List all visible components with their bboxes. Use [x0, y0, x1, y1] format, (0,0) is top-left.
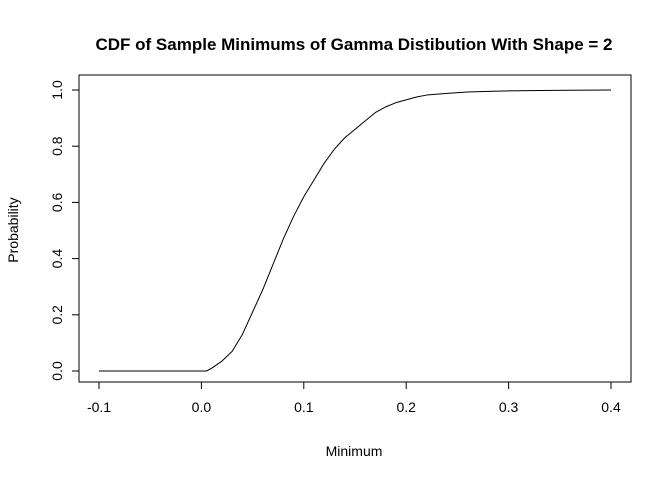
y-tick-label: 0.0 [49, 361, 65, 381]
y-tick-label: 0.4 [49, 249, 65, 269]
y-tick-label: 1.0 [49, 80, 65, 100]
x-tick-label: 0.1 [294, 399, 314, 415]
y-tick-label: 0.6 [49, 192, 65, 212]
y-axis-label: Probability [5, 197, 21, 262]
x-tick-label: 0.0 [192, 399, 212, 415]
series-layer [99, 89, 612, 372]
chart-title: CDF of Sample Minimums of Gamma Distibut… [96, 35, 613, 54]
x-tick-label: -0.1 [87, 399, 111, 415]
plot-frame [78, 74, 632, 383]
y-tick-label: 0.8 [49, 136, 65, 156]
x-axis: -0.1 0.0 0.1 0.2 0.3 0.4 [87, 381, 621, 415]
y-axis: 0.0 0.2 0.4 0.6 0.8 1.0 [49, 80, 80, 381]
x-axis-label: Minimum [326, 443, 383, 459]
x-tick-label: 0.4 [601, 399, 621, 415]
y-tick-label: 0.2 [49, 305, 65, 325]
x-tick-label: 0.3 [499, 399, 519, 415]
x-tick-label: 0.2 [396, 399, 416, 415]
cdf-line [99, 89, 612, 372]
